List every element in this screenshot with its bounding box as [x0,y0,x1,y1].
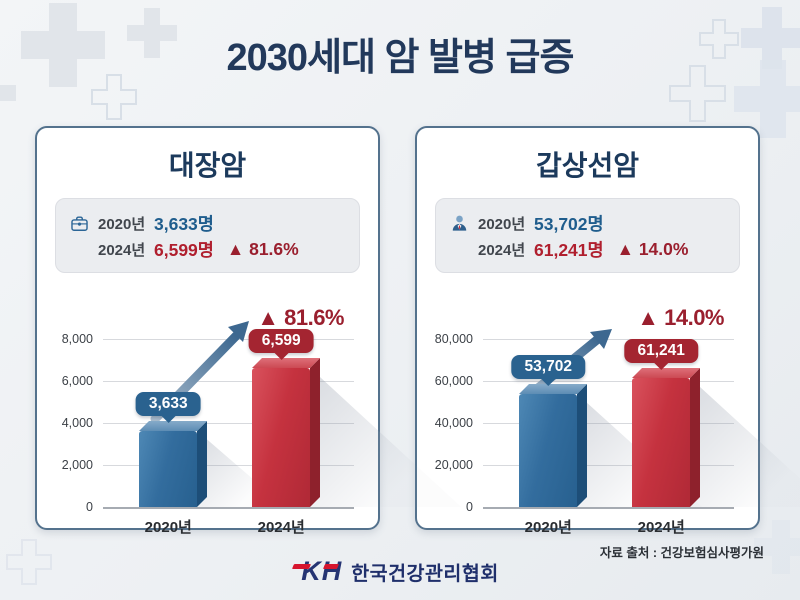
bar-2020: 53,702 [511,355,703,507]
x-axis-label-2024: 2024년 [637,519,685,536]
stat-delta: ▲ 14.0% [616,238,689,259]
panel-colorectal-cancer: 대장암 2020년 3,633명 [35,126,462,536]
y-tick-label: 40,000 [434,416,473,430]
gridline [483,465,734,466]
stat-value: 61,241명 [534,239,604,260]
bar-chart-colorectal: 8,000 6,000 4,000 2,000 0 [49,305,462,542]
bar-2024: 6,599 [248,329,462,507]
stat-row-2020: 2020년 3,633명 [70,210,345,236]
stat-value: 6,599명 [154,239,214,260]
data-source-note: 자료 출처 : 건강보험심사평가원 [599,546,764,560]
stat-row-2020: 2020년 53,702명 [450,210,725,236]
y-tick-label: 6,000 [61,374,93,388]
bar-shadow [690,378,800,507]
gridline [483,339,734,340]
stat-year: 2024년 [478,241,526,259]
y-tick-label: 8,000 [61,332,93,346]
gridline [483,381,734,382]
value-bubble: 61,241 [624,339,698,363]
stat-value: 53,702명 [534,213,604,234]
value-bubble: 3,633 [135,392,201,416]
y-tick-label: 2,000 [61,458,93,472]
medical-bag-icon [70,214,98,233]
stat-row-2024: 2024년 6,599명 ▲ 81.6% [70,236,345,262]
y-tick-label: 0 [86,500,93,514]
x-axis-label-2020: 2020년 [524,519,572,536]
bar-chart-thyroid: 80,000 60,000 40,000 20,000 0 [429,305,800,542]
gridline [103,423,354,424]
y-tick-label: 80,000 [434,332,473,346]
x-axis-label-2020: 2020년 [144,519,192,536]
y-tick-label: 20,000 [434,458,473,472]
organization-logo: KH 한국건강관리협회 [0,556,800,587]
gridline [103,381,354,382]
stat-year: 2020년 [98,215,146,233]
panel-thyroid-cancer: 갑상선암 2020년 53,702명 [415,126,800,536]
y-tick-label: 4,000 [61,416,93,430]
kh-logo-mark: KH [292,556,342,587]
bar-2024: 61,241 [624,339,800,507]
panel-title: 대장암 [168,150,247,181]
gridline [103,465,354,466]
y-tick-label: 0 [466,500,473,514]
panels-row: 대장암 2020년 3,633명 [35,126,800,536]
percent-increase-label: ▲ 14.0% [637,305,724,330]
doctor-icon [450,214,478,233]
stat-row-2024: 2024년 61,241명 ▲ 14.0% [450,236,725,262]
value-bubble: 53,702 [511,355,585,379]
stats-box: 2020년 3,633명 2024년 6,599명 ▲ 81.6% [55,198,360,273]
stat-delta: ▲ 81.6% [226,238,299,259]
plot-area: 80,000 60,000 40,000 20,000 0 [435,305,800,536]
plot-area: 8,000 6,000 4,000 2,000 0 [62,305,462,536]
percent-increase-label: ▲ 81.6% [257,305,344,330]
stat-year: 2024년 [98,241,146,259]
value-bubble: 6,599 [248,329,314,353]
bar-2020: 3,633 [135,392,286,507]
stat-year: 2020년 [478,215,526,233]
panel-title: 갑상선암 [535,150,640,181]
stats-box: 2020년 53,702명 2024년 61,241명 ▲ 14.0% [435,198,740,273]
y-tick-label: 60,000 [434,374,473,388]
stat-value: 3,633명 [154,213,214,234]
x-axis-label-2024: 2024년 [257,519,305,536]
gridline [483,423,734,424]
organization-name: 한국건강관리협회 [351,563,499,585]
page-title: 2030세대 암 발병 급증 [226,37,575,79]
